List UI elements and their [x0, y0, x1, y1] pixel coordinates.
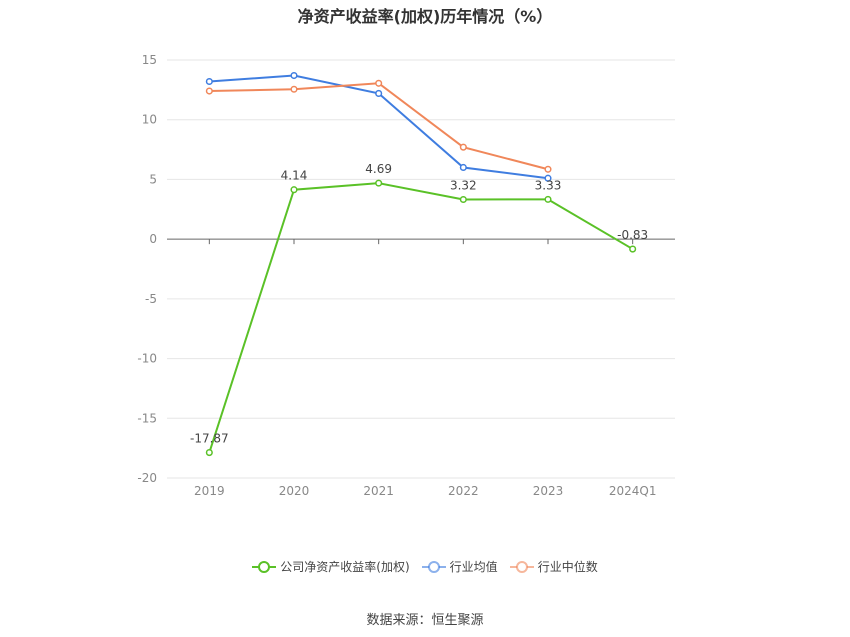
data-point [459, 163, 467, 172]
data-label: 3.33 [535, 178, 562, 192]
data-point [205, 87, 213, 95]
y-tick-label: 0 [149, 232, 157, 246]
x-tick-label: 2022 [448, 484, 479, 498]
legend-item[interactable]: 公司净资产收益率(加权) [252, 558, 410, 575]
data-label: 4.14 [281, 169, 308, 183]
legend-line-marker-icon [509, 560, 534, 573]
chart-legend: 公司净资产收益率(加权) 行业均值 行业中位数 [0, 558, 850, 575]
data-label: -17.87 [190, 432, 229, 446]
data-point [544, 195, 552, 203]
legend-line-marker-icon [421, 560, 446, 573]
data-label: 4.69 [365, 162, 392, 176]
x-tick-label: 2019 [194, 484, 225, 498]
x-tick-label: 2024Q1 [609, 484, 657, 498]
data-point [205, 449, 213, 457]
legend-line-marker-icon [252, 560, 277, 573]
data-label: 3.32 [450, 178, 477, 192]
data-point [375, 89, 383, 97]
y-tick-label: -20 [137, 471, 157, 485]
chart-title: 净资产收益率(加权)历年情况（%） [297, 7, 553, 26]
y-tick-label: -15 [137, 411, 157, 425]
legend-label: 行业均值 [449, 560, 498, 574]
data-point [290, 85, 298, 93]
data-point [375, 179, 383, 187]
legend-label: 公司净资产收益率(加权) [280, 560, 410, 574]
data-point [544, 174, 552, 182]
data-point [290, 71, 298, 80]
x-tick-label: 2021 [363, 484, 394, 498]
series-line-0 [208, 182, 634, 453]
y-tick-label: 10 [142, 113, 157, 127]
y-tick-label: -5 [145, 292, 157, 306]
data-label: -0.83 [617, 228, 648, 242]
data-point [459, 143, 467, 151]
x-tick-label: 2020 [279, 484, 310, 498]
data-point [205, 77, 213, 86]
x-tick-label: 2023 [533, 484, 564, 498]
data-point [459, 195, 467, 204]
data-source: 数据来源：恒生聚源 [366, 613, 484, 628]
y-tick-label: 5 [149, 172, 157, 186]
y-tick-label: -10 [137, 352, 157, 366]
data-point [375, 79, 383, 87]
legend-item[interactable]: 行业中位数 [509, 558, 598, 575]
legend-item[interactable]: 行业均值 [421, 558, 498, 575]
y-tick-label: 15 [142, 53, 157, 67]
data-point [544, 165, 552, 173]
data-point [290, 186, 298, 194]
legend-label: 行业中位数 [537, 560, 598, 574]
data-point [629, 245, 637, 253]
